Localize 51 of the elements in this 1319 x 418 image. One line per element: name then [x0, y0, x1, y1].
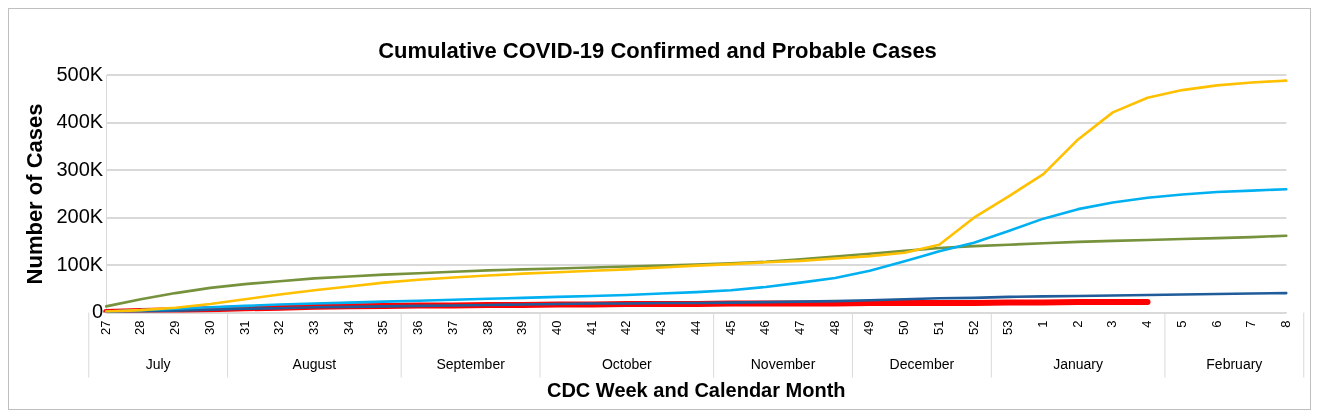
text: January [1053, 356, 1104, 373]
text: October [601, 356, 653, 373]
y-tick-label: 100K [56, 252, 104, 275]
text: September [436, 356, 506, 373]
x-tick-label: 42 [618, 320, 634, 336]
x-axis-title: CDC Week and Calendar Month [546, 379, 846, 402]
x-tick-label: 37 [444, 320, 460, 336]
x-tick-label: 33 [305, 320, 321, 336]
x-tick-label: 35 [375, 320, 391, 336]
y-tick-label: 400K [56, 110, 104, 133]
text: July [145, 356, 171, 373]
x-tick-label: 28 [132, 320, 148, 336]
x-tick-label: 39 [514, 320, 530, 336]
x-tick-label: 36 [410, 320, 426, 336]
y-tick-label: 300K [56, 157, 104, 180]
x-tick-label: 44 [687, 320, 703, 336]
x-tick-label: 5 [1173, 320, 1189, 328]
text: February [1206, 356, 1263, 373]
y-tick-label: 500K [56, 62, 104, 85]
x-tick-label: 31 [236, 320, 252, 336]
x-tick-label: 41 [583, 320, 599, 336]
x-tick-label: 50 [896, 320, 912, 336]
x-tick-label: 34 [340, 320, 356, 336]
x-tick-label: 4 [1139, 320, 1155, 328]
y-tick-label: 200K [56, 205, 104, 228]
x-tick-label: 51 [930, 320, 946, 336]
x-tick-label: 52 [965, 320, 981, 336]
x-tick-label: 48 [826, 320, 842, 336]
x-tick-label: 45 [722, 320, 738, 336]
x-tick-label: 47 [791, 320, 807, 336]
x-tick-label: 29 [167, 320, 183, 336]
y-axis-title: Number of Cases [22, 103, 48, 285]
text: August [292, 356, 337, 373]
x-tick-label: 27 [97, 320, 113, 336]
x-tick-label: 2 [1069, 320, 1085, 328]
text: November [750, 356, 816, 373]
x-tick-label: 49 [861, 320, 877, 336]
x-tick-label: 32 [271, 320, 287, 336]
x-tick-label: 38 [479, 320, 495, 336]
x-tick-label: 1 [1034, 320, 1050, 328]
x-tick-label: 6 [1208, 320, 1224, 328]
x-tick-label: 53 [1000, 320, 1016, 336]
chart-title: Cumulative COVID-19 Confirmed and Probable Cases [378, 38, 937, 64]
x-tick-label: 7 [1243, 320, 1259, 328]
x-tick-label: 40 [548, 320, 564, 336]
x-tick-label: 30 [201, 320, 217, 336]
x-tick-label: 43 [653, 320, 669, 336]
x-tick-label: 8 [1277, 320, 1293, 328]
x-tick-label: 46 [757, 320, 773, 336]
text: December [889, 356, 955, 373]
x-tick-label: 3 [1104, 320, 1120, 328]
